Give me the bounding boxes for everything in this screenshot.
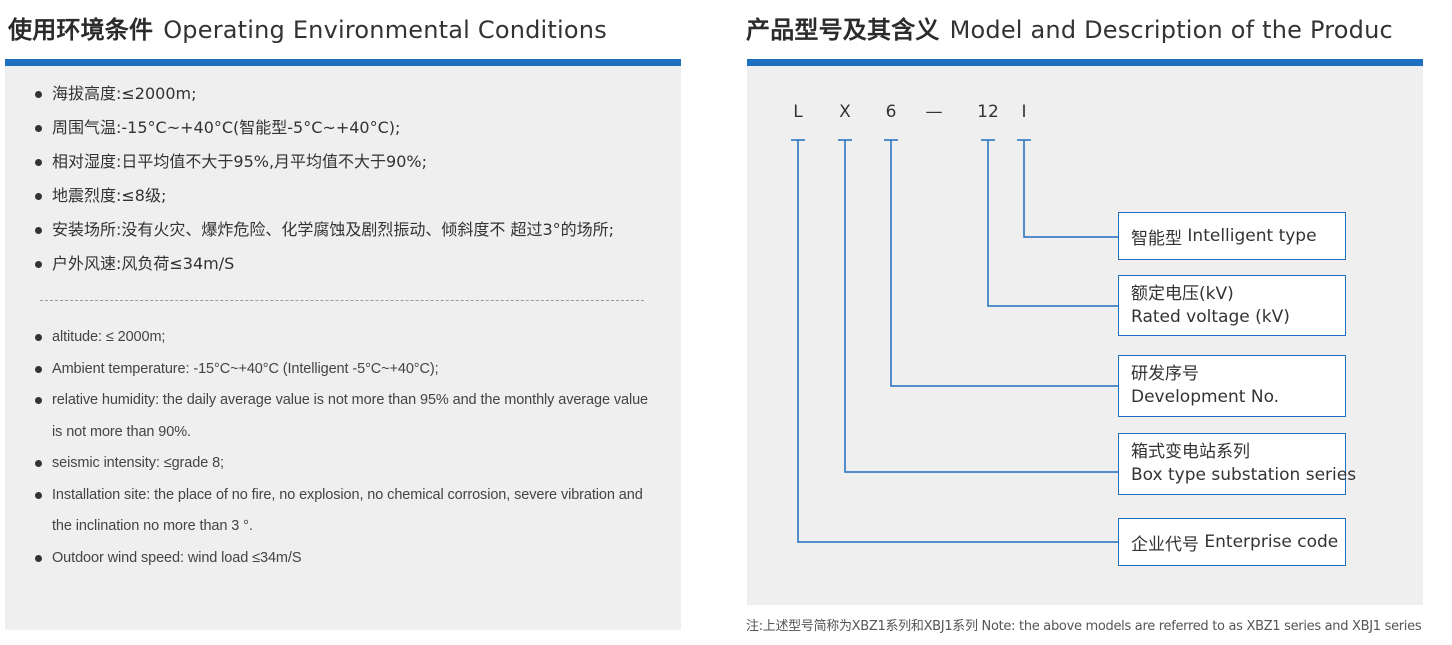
model-box-intelligent: 智能型 Intelligent type [1118, 212, 1346, 260]
section-divider [40, 300, 644, 301]
list-item: Ambient temperature: -15°C~+40°C (Intell… [32, 354, 652, 386]
right-section-title: 产品型号及其含义 Model and Description of the Pro… [746, 10, 1393, 45]
code-char-intelligent: I [1021, 102, 1027, 122]
box-label-en: Box type substation series [1131, 465, 1357, 485]
right-title-bar [747, 59, 1423, 66]
left-section-title: 使用环境条件 Operating Environmental Conditions [8, 10, 607, 45]
conditions-panel [5, 66, 681, 630]
conditions-list-en: altitude: ≤ 2000m; Ambient temperature: … [32, 322, 652, 574]
list-item: seismic intensity: ≤grade 8; [32, 448, 652, 480]
list-item: Installation site: the place of no fire,… [32, 480, 652, 543]
box-label-cn: 研发序号 [1131, 364, 1199, 384]
model-note: 注:上述型号简称为XBZ1系列和XBJ1系列 Note: the above m… [746, 619, 1422, 634]
code-char-enterprise: L [793, 102, 803, 122]
box-label-cn: 企业代号 [1131, 534, 1199, 555]
code-char-series: X [839, 102, 851, 122]
left-title-bar [5, 59, 681, 66]
conditions-list-cn: 海拔高度:≤2000m; 周围气温:-15°C~+40°C(智能型-5°C~+4… [32, 77, 614, 281]
left-title-cn: 使用环境条件 [8, 16, 154, 44]
list-item: 地震烈度:≤8级; [32, 179, 614, 213]
box-label-cn: 智能型 [1131, 228, 1182, 249]
list-item: relative humidity: the daily average val… [32, 385, 652, 448]
model-box-enterprise: 企业代号 Enterprise code [1118, 518, 1346, 566]
code-char-development: 6 [885, 102, 897, 122]
box-label-cn: 额定电压(kV) [1131, 283, 1234, 304]
model-box-series: 箱式变电站系列 Box type substation series [1118, 433, 1357, 495]
code-char-voltage: 12 [977, 102, 999, 122]
box-label-en: Intelligent type [1187, 226, 1317, 246]
list-item: 户外风速:风负荷≤34m/S [32, 247, 614, 281]
left-title-en: Operating Environmental Conditions [163, 16, 607, 44]
model-box-voltage: 额定电压(kV) Rated voltage (kV) [1118, 275, 1346, 336]
list-item: 海拔高度:≤2000m; [32, 77, 614, 111]
box-label-en: Enterprise code [1204, 532, 1339, 552]
right-title-en: Model and Description of the Produc [949, 16, 1393, 44]
model-box-development: 研发序号 Development No. [1118, 355, 1346, 417]
list-item: 相对湿度:日平均值不大于95%,月平均值不大于90%; [32, 145, 614, 179]
right-title-cn: 产品型号及其含义 [746, 16, 940, 44]
box-label-en: Rated voltage (kV) [1131, 306, 1290, 327]
list-item: Outdoor wind speed: wind load ≤34m/S [32, 543, 652, 575]
list-item: 周围气温:-15°C~+40°C(智能型-5°C~+40°C); [32, 111, 614, 145]
code-char-dash: — [925, 102, 943, 122]
box-label-en: Development No. [1131, 387, 1280, 407]
list-item: 安装场所:没有火灾、爆炸危险、化学腐蚀及剧烈振动、倾斜度不 超过3°的场所; [32, 213, 614, 247]
list-item: altitude: ≤ 2000m; [32, 322, 652, 354]
box-label-cn: 箱式变电站系列 [1131, 442, 1250, 462]
